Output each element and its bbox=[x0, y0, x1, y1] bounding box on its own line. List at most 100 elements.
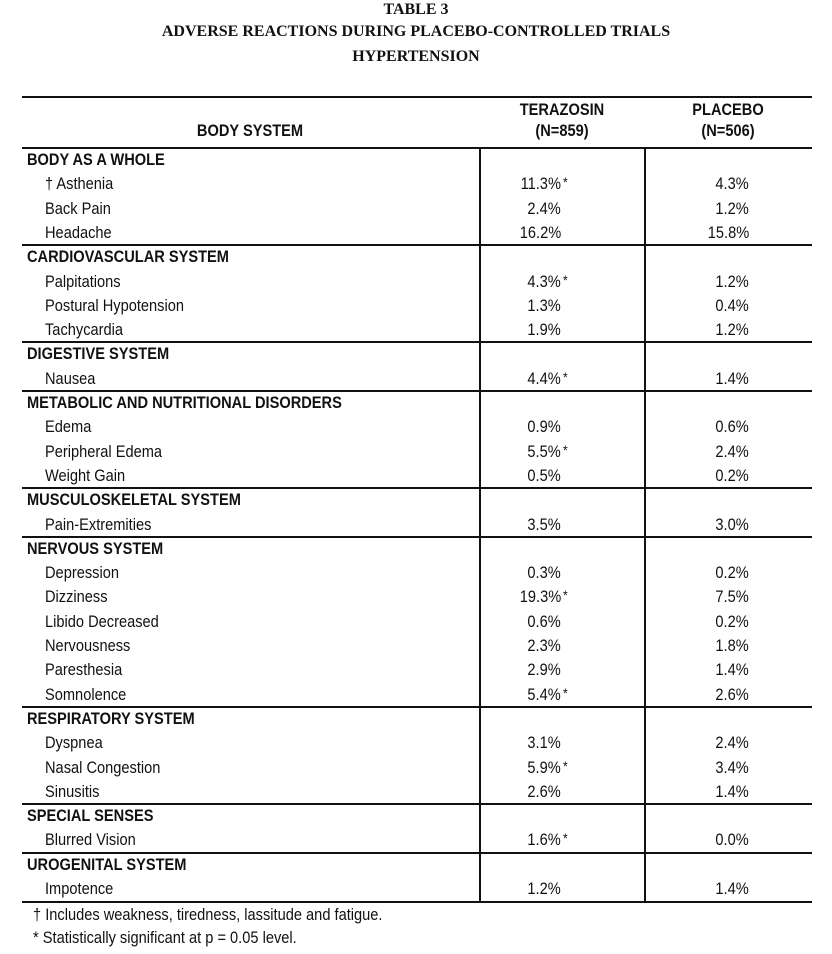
placebo-value: 0.2% bbox=[715, 465, 749, 485]
significance-mark: * bbox=[563, 684, 568, 701]
column-rule bbox=[479, 148, 481, 902]
placebo-value: 2.6% bbox=[715, 684, 749, 704]
group-rule bbox=[22, 851, 812, 854]
column-rule bbox=[644, 148, 646, 902]
significance-mark: * bbox=[563, 368, 568, 385]
terazosin-value: 0.3% bbox=[527, 563, 561, 583]
row-label: † Asthenia bbox=[45, 174, 114, 194]
placebo-value: 2.4% bbox=[715, 441, 749, 461]
row-label: Weight Gain bbox=[45, 465, 126, 485]
terazosin-value: 4.3% bbox=[527, 271, 561, 291]
footnote: * Statistically significant at p = 0.05 … bbox=[33, 928, 297, 948]
terazosin-value: 3.5% bbox=[527, 514, 561, 534]
group-name: UROGENITAL SYSTEM bbox=[27, 854, 187, 874]
row-label: Blurred Vision bbox=[45, 830, 136, 850]
row-label: Somnolence bbox=[45, 684, 127, 704]
terazosin-value: 4.4% bbox=[527, 368, 561, 388]
group-rule bbox=[22, 535, 812, 538]
placebo-value: 15.8% bbox=[707, 222, 749, 242]
placebo-value: 1.4% bbox=[715, 368, 749, 388]
terazosin-value: 5.5% bbox=[527, 441, 561, 461]
placebo-value: 0.4% bbox=[715, 295, 749, 315]
terazosin-value: 1.2% bbox=[527, 879, 561, 898]
group-name: SPECIAL SENSES bbox=[27, 806, 154, 826]
row-label: Nausea bbox=[45, 368, 96, 388]
placebo-value: 1.2% bbox=[715, 271, 749, 291]
table-title: ADVERSE REACTIONS DURING PLACEBO-CONTROL… bbox=[161, 23, 671, 40]
row-label: Palpitations bbox=[45, 271, 121, 291]
terazosin-value: 0.6% bbox=[527, 611, 561, 631]
significance-mark: * bbox=[563, 174, 568, 191]
group-rule bbox=[22, 705, 812, 708]
placebo-value: 1.4% bbox=[715, 660, 749, 680]
placebo-value: 1.4% bbox=[715, 781, 749, 801]
terazosin-value: 1.6% bbox=[527, 830, 561, 850]
row-label: Paresthesia bbox=[45, 660, 123, 680]
row-label: Libido Decreased bbox=[45, 611, 159, 631]
significance-mark: * bbox=[563, 757, 568, 774]
group-name: DIGESTIVE SYSTEM bbox=[27, 344, 170, 364]
row-label: Sinusitis bbox=[45, 781, 100, 801]
significance-mark: * bbox=[563, 441, 568, 458]
group-name: CARDIOVASCULAR SYSTEM bbox=[27, 247, 229, 267]
group-rule bbox=[22, 487, 812, 490]
significance-mark: * bbox=[563, 830, 568, 847]
header-rule bbox=[22, 147, 812, 149]
significance-mark: * bbox=[563, 587, 568, 604]
placebo-value: 1.2% bbox=[715, 320, 749, 340]
terazosin-value: 5.4% bbox=[527, 684, 561, 704]
placebo-value: 0.0% bbox=[715, 830, 749, 850]
placebo-value: 7.5% bbox=[715, 587, 749, 607]
terazosin-value: 0.5% bbox=[527, 465, 561, 485]
row-label: Peripheral Edema bbox=[45, 441, 163, 461]
placebo-value: 0.2% bbox=[715, 611, 749, 631]
group-name: MUSCULOSKELETAL SYSTEM bbox=[27, 490, 241, 510]
group-rule bbox=[22, 390, 812, 392]
terazosin-value: 2.9% bbox=[527, 660, 561, 680]
row-label: Nervousness bbox=[45, 636, 131, 655]
terazosin-value: 1.3% bbox=[527, 295, 561, 315]
row-label: Dizziness bbox=[45, 587, 108, 607]
terazosin-value: 5.9% bbox=[527, 757, 561, 777]
row-label: Depression bbox=[45, 563, 119, 583]
placebo-value: 1.8% bbox=[715, 636, 749, 655]
row-label: Edema bbox=[45, 417, 92, 437]
placebo-value: 0.6% bbox=[715, 417, 749, 437]
placebo-value: 3.4% bbox=[715, 757, 749, 777]
placebo-value: 2.4% bbox=[715, 733, 749, 753]
group-name: RESPIRATORY SYSTEM bbox=[27, 708, 195, 728]
placebo-value: 1.4% bbox=[715, 879, 749, 898]
footnote: † Includes weakness, tiredness, lassitud… bbox=[33, 905, 383, 925]
terazosin-value: 3.1% bbox=[527, 733, 561, 753]
group-name: BODY AS A WHOLE bbox=[27, 150, 165, 169]
column-header: TERAZOSIN bbox=[519, 100, 605, 119]
placebo-value: 4.3% bbox=[715, 174, 749, 194]
group-rule bbox=[22, 244, 812, 247]
significance-mark: * bbox=[563, 271, 568, 288]
terazosin-value: 0.9% bbox=[527, 417, 561, 437]
placebo-value: 0.2% bbox=[715, 563, 749, 583]
group-rule bbox=[22, 341, 812, 344]
row-label: Back Pain bbox=[45, 198, 111, 218]
terazosin-value: 2.6% bbox=[527, 781, 561, 801]
terazosin-value: 19.3% bbox=[519, 587, 561, 607]
placebo-value: 1.2% bbox=[715, 198, 749, 218]
terazosin-value: 11.3% bbox=[520, 174, 561, 194]
column-subheader: (N=506) bbox=[701, 121, 755, 140]
row-label: Postural Hypotension bbox=[45, 295, 184, 315]
row-label: Dyspnea bbox=[45, 733, 103, 753]
group-name: NERVOUS SYSTEM bbox=[27, 538, 164, 558]
row-label: Headache bbox=[45, 222, 112, 242]
column-header: BODY SYSTEM bbox=[196, 121, 304, 140]
column-header: PLACEBO bbox=[692, 100, 764, 119]
group-name: METABOLIC AND NUTRITIONAL DISORDERS bbox=[27, 393, 342, 412]
bottom-rule bbox=[22, 901, 812, 904]
placebo-value: 3.0% bbox=[715, 514, 749, 534]
column-subheader: (N=859) bbox=[535, 121, 589, 140]
terazosin-value: 2.3% bbox=[527, 636, 561, 655]
terazosin-value: 1.9% bbox=[527, 320, 561, 340]
terazosin-value: 2.4% bbox=[527, 198, 561, 218]
row-label: Pain-Extremities bbox=[45, 514, 152, 534]
group-rule bbox=[22, 803, 812, 806]
